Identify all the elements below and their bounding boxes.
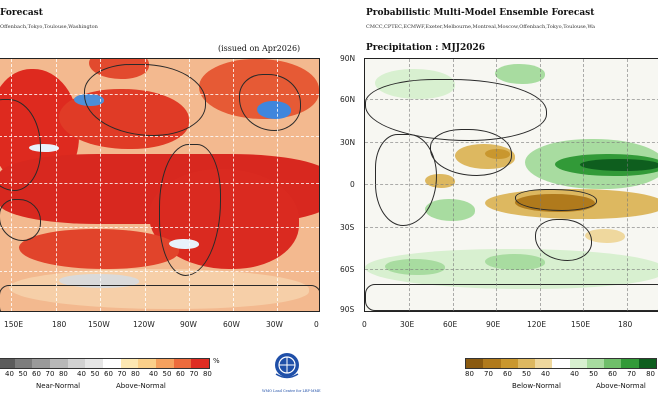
right-lat-tick: 60N (340, 95, 356, 104)
right-lon-tick: 180 (618, 320, 633, 329)
right-lat-tick: 30N (340, 138, 356, 147)
legend-swatch (120, 359, 139, 368)
right-lat-tick: 90N (340, 54, 356, 63)
right-map-heading: Precipitation : MJJ2026 (366, 43, 486, 53)
legend-value: 60 (608, 370, 617, 378)
legend-below-normal: Below-Normal (512, 382, 561, 390)
legend-swatch (156, 359, 174, 368)
legend-swatch (103, 359, 121, 368)
legend-value: 60 (175, 370, 185, 378)
legend-value: 60 (32, 370, 41, 378)
left-lon-tick: 30W (266, 320, 283, 329)
legend-swatch (586, 359, 605, 368)
wmo-logo (275, 353, 299, 379)
left-lon-tick: 120W (133, 320, 155, 329)
issued-date: (issued on Apr2026) (218, 44, 301, 53)
legend-value: 80 (202, 370, 212, 378)
legend-value: 70 (484, 370, 493, 378)
right-lat-tick: 0 (350, 180, 355, 189)
legend-above-normal-right: Above-Normal (596, 382, 646, 390)
legend-value: 50 (162, 370, 172, 378)
legend-value: 50 (18, 370, 28, 378)
legend-swatch (67, 359, 86, 368)
left-color-legend (0, 358, 210, 369)
legend-value: 80 (130, 370, 140, 378)
legend-value: 70 (117, 370, 127, 378)
right-lon-tick: 60E (443, 320, 458, 329)
legend-swatch (85, 359, 104, 368)
legend-value: 50 (522, 370, 531, 378)
right-lon-tick: 120E (527, 320, 547, 329)
legend-swatch (191, 359, 210, 368)
legend-value: 80 (465, 370, 474, 378)
right-map-subtitle: CMCC,CPTEC,ECMWF,Exeter,Melbourne,Montre… (366, 24, 596, 30)
legend-value: 60 (103, 370, 113, 378)
legend-swatch (535, 359, 553, 368)
legend-swatch (50, 359, 68, 368)
left-lon-tick: 0 (314, 320, 319, 329)
right-legend-values: 80 70 60 50 40 40 50 60 70 80 (465, 370, 655, 378)
legend-value: 40 (77, 370, 86, 378)
legend-swatch (32, 359, 51, 368)
legend-value: 40 (5, 370, 14, 378)
right-lon-tick: 150E (571, 320, 591, 329)
logo-caption: WMO Lead Centre for LRF-MME (262, 389, 321, 393)
legend-swatch (638, 359, 656, 368)
legend-value: 40 (149, 370, 158, 378)
temperature-map (0, 58, 320, 312)
legend-swatch (517, 359, 536, 368)
legend-value: 50 (589, 370, 598, 378)
left-lon-tick: 90W (180, 320, 197, 329)
legend-swatch (569, 359, 587, 368)
legend-swatch (604, 359, 622, 368)
right-lon-tick: 90E (486, 320, 501, 329)
legend-value: 70 (627, 370, 636, 378)
legend-value: 60 (503, 370, 512, 378)
legend-value: 40 (541, 370, 550, 378)
legend-near-normal: Near-Normal (36, 382, 81, 390)
left-lon-tick: 150W (88, 320, 110, 329)
precipitation-map (364, 58, 658, 312)
legend-value: 70 (189, 370, 199, 378)
right-map-title: Probabilistic Multi-Model Ensemble Forec… (366, 8, 595, 18)
legend-swatch (552, 359, 570, 368)
right-color-legend (465, 358, 657, 369)
legend-swatch (14, 359, 33, 368)
left-lon-tick: 180 (52, 320, 67, 329)
legend-swatch (483, 359, 501, 368)
right-lat-tick: 60S (340, 265, 355, 274)
legend-above-normal: Above-Normal (116, 382, 166, 390)
right-lon-tick: 30E (400, 320, 415, 329)
right-lon-tick: 0 (362, 320, 367, 329)
legend-swatch (466, 359, 484, 368)
left-lon-tick: 150E (4, 320, 24, 329)
legend-value: 50 (90, 370, 100, 378)
left-lon-tick: 60W (223, 320, 240, 329)
left-map-title: Forecast (0, 8, 43, 18)
right-lat-tick: 30S (340, 223, 355, 232)
left-map-subtitle: Offenbach,Tokyo,Toulouse,Washington (0, 24, 98, 30)
legend-swatch (621, 359, 639, 368)
legend-swatch (173, 359, 192, 368)
right-lat-tick: 90S (340, 305, 355, 314)
legend-unit: % (213, 357, 220, 365)
legend-value: 80 (646, 370, 655, 378)
legend-value: 80 (58, 370, 68, 378)
legend-swatch (0, 359, 15, 368)
legend-swatch (500, 359, 518, 368)
legend-swatch (138, 359, 157, 368)
legend-value: 70 (45, 370, 55, 378)
legend-value: 40 (570, 370, 579, 378)
